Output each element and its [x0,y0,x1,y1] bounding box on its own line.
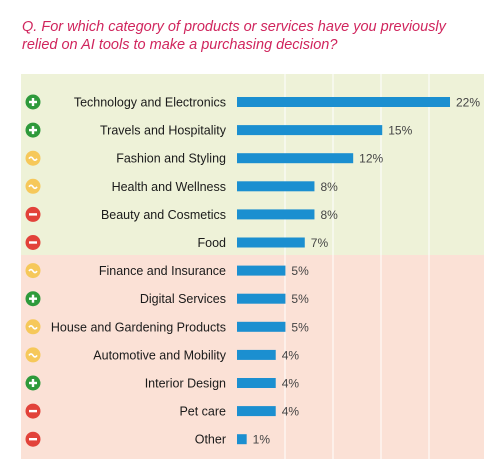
question-title: Q. For which category of products or ser… [22,19,446,53]
neutral-icon [25,263,41,279]
category-label: Beauty and Cosmetics [101,208,226,222]
plus-icon [25,122,41,138]
bar [237,434,247,445]
minus-icon [25,206,41,222]
plus-icon [25,291,41,307]
category-label: Fashion and Styling [116,152,226,166]
value-label: 8% [320,208,338,222]
category-label: Interior Design [145,377,226,391]
value-label: 4% [282,405,300,419]
minus-icon [25,235,41,250]
value-label: 4% [282,348,300,362]
category-label: Automotive and Mobility [93,348,226,362]
value-label: 5% [291,292,309,306]
category-label: Health and Wellness [112,180,226,194]
category-label: Travels and Hospitality [100,124,227,138]
value-label: 22% [456,96,480,110]
bar [237,237,305,248]
category-label: Food [198,236,227,250]
category-label: Digital Services [140,292,226,306]
bar [237,97,450,107]
bar [237,293,286,304]
category-label: Finance and Insurance [99,264,226,278]
value-label: 5% [291,264,309,278]
plus-icon [25,94,41,110]
category-label: Technology and Electronics [74,96,226,110]
value-label: 5% [291,320,309,334]
category-label: Other [195,433,226,447]
neutral-icon [25,178,41,194]
bar [237,181,315,192]
bar [237,265,286,276]
value-label: 4% [282,377,300,391]
minus-icon [25,431,41,447]
value-label: 8% [320,180,338,194]
value-label: 7% [311,236,329,250]
plus-icon [25,375,41,391]
bar [237,125,383,136]
category-label: House and Gardening Products [51,320,226,334]
neutral-icon [25,347,41,363]
category-label: Pet care [179,405,226,419]
value-label: 15% [388,124,412,138]
bar [237,406,276,417]
bar [237,209,315,220]
minus-icon [25,403,41,419]
value-label: 1% [253,433,271,447]
neutral-icon [25,150,41,166]
bar [237,349,276,360]
bar [237,321,286,332]
neutral-icon [25,319,41,335]
bar [237,378,276,388]
bar [237,153,354,164]
value-label: 12% [359,152,383,166]
